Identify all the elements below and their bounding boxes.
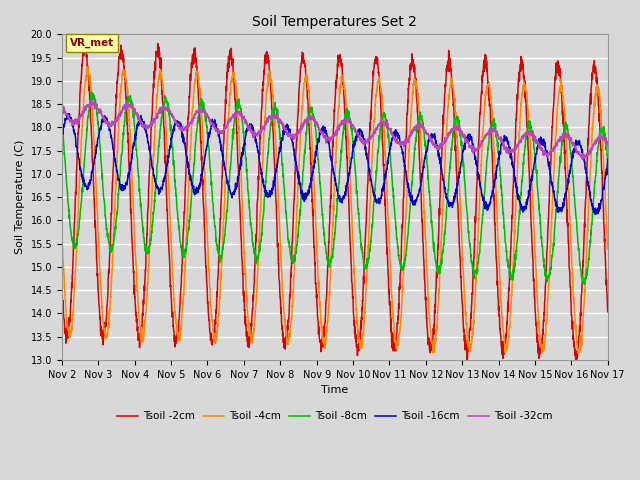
- Tsoil -16cm: [363, 150, 371, 156]
- Tsoil -2cm: [211, 325, 218, 331]
- Tsoil -4cm: [493, 227, 501, 232]
- Tsoil -32cm: [351, 128, 358, 133]
- Tsoil -8cm: [493, 144, 501, 149]
- Tsoil -16cm: [351, 143, 358, 148]
- Tsoil -32cm: [571, 143, 579, 148]
- Tsoil -2cm: [494, 288, 502, 294]
- Tsoil -8cm: [556, 163, 564, 168]
- Tsoil -16cm: [58, 135, 66, 141]
- Legend: Tsoil -2cm, Tsoil -4cm, Tsoil -8cm, Tsoil -16cm, Tsoil -32cm: Tsoil -2cm, Tsoil -4cm, Tsoil -8cm, Tsoi…: [113, 408, 557, 426]
- Tsoil -16cm: [493, 163, 501, 168]
- Tsoil -8cm: [88, 89, 95, 95]
- X-axis label: Time: Time: [321, 385, 348, 395]
- Tsoil -16cm: [591, 211, 598, 217]
- Tsoil -32cm: [58, 103, 66, 108]
- Line: Tsoil -16cm: Tsoil -16cm: [62, 114, 608, 214]
- Tsoil -16cm: [571, 145, 579, 151]
- Tsoil -16cm: [211, 120, 218, 126]
- Tsoil -32cm: [88, 97, 96, 103]
- Tsoil -4cm: [363, 278, 371, 284]
- Tsoil -16cm: [556, 205, 564, 211]
- Tsoil -16cm: [66, 111, 74, 117]
- Tsoil -2cm: [351, 331, 358, 336]
- Tsoil -32cm: [211, 126, 218, 132]
- Tsoil -4cm: [556, 85, 564, 91]
- Tsoil -32cm: [363, 139, 371, 145]
- Tsoil -4cm: [58, 231, 66, 237]
- Line: Tsoil -32cm: Tsoil -32cm: [62, 100, 608, 159]
- Title: Soil Temperatures Set 2: Soil Temperatures Set 2: [252, 15, 417, 29]
- Tsoil -4cm: [571, 315, 579, 321]
- Tsoil -2cm: [81, 38, 89, 44]
- Tsoil -16cm: [604, 156, 612, 162]
- Line: Tsoil -4cm: Tsoil -4cm: [62, 67, 608, 353]
- Y-axis label: Soil Temperature (C): Soil Temperature (C): [15, 140, 25, 254]
- Tsoil -8cm: [58, 119, 66, 124]
- Line: Tsoil -2cm: Tsoil -2cm: [62, 41, 608, 364]
- Tsoil -8cm: [604, 159, 612, 165]
- Tsoil -32cm: [493, 132, 501, 138]
- Tsoil -32cm: [579, 156, 586, 162]
- Tsoil -2cm: [363, 208, 371, 214]
- Tsoil -2cm: [604, 309, 612, 315]
- Tsoil -4cm: [351, 277, 358, 283]
- Tsoil -4cm: [604, 245, 612, 251]
- Tsoil -4cm: [83, 64, 91, 70]
- Tsoil -32cm: [556, 139, 564, 144]
- Tsoil -8cm: [571, 202, 579, 208]
- Tsoil -2cm: [58, 289, 66, 295]
- Tsoil -4cm: [211, 339, 218, 345]
- Tsoil -2cm: [556, 66, 564, 72]
- Tsoil -8cm: [580, 281, 588, 287]
- Tsoil -32cm: [604, 139, 612, 145]
- Tsoil -2cm: [463, 361, 471, 367]
- Tsoil -8cm: [351, 162, 358, 168]
- Tsoil -4cm: [574, 350, 582, 356]
- Tsoil -2cm: [572, 352, 579, 358]
- Tsoil -8cm: [363, 261, 371, 266]
- Line: Tsoil -8cm: Tsoil -8cm: [62, 92, 608, 284]
- Tsoil -8cm: [211, 218, 218, 224]
- Text: VR_met: VR_met: [70, 38, 115, 48]
